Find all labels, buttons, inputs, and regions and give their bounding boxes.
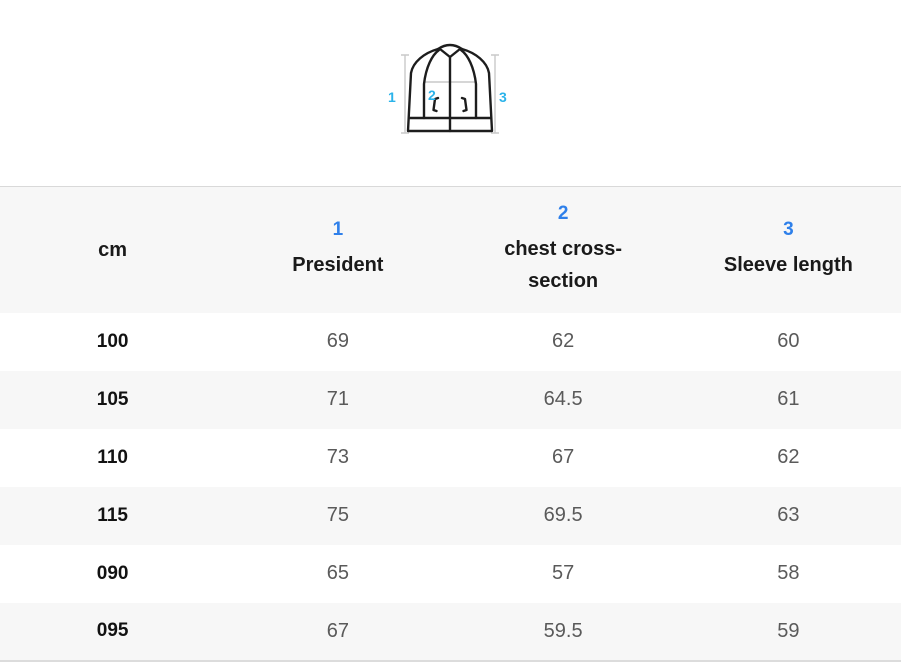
header-president-number: 1 <box>332 219 344 241</box>
size-cell: 100 <box>96 330 129 352</box>
table-row-090: 090 65 57 58 <box>0 544 901 603</box>
value-cell: 75 <box>326 504 349 526</box>
header-chest-cross-section: 2 chest cross-section <box>451 187 676 313</box>
jacket-size-diagram: 1 2 3 <box>388 43 507 134</box>
size-cell: 090 <box>96 562 129 584</box>
value-cell: 62 <box>777 446 800 468</box>
value-cell: 63 <box>777 504 800 526</box>
length-measure-line <box>400 54 409 134</box>
header-president-label: President <box>292 254 384 277</box>
jacket-right-seam <box>459 48 477 120</box>
header-sleeve-number: 3 <box>783 219 794 241</box>
header-president: 1 President <box>225 187 450 313</box>
diagram-label-1: 1 <box>388 89 396 105</box>
size-cell: 095 <box>96 620 129 641</box>
jacket-collar <box>436 43 463 59</box>
value-cell: 57 <box>552 562 575 584</box>
header-chest-label: chest cross-section <box>504 238 623 293</box>
value-cell: 73 <box>326 446 349 468</box>
header-cm-label: cm <box>98 238 128 261</box>
header-sleeve-length: 3 Sleeve length <box>676 187 901 313</box>
diagram-label-3: 3 <box>499 89 507 105</box>
table-row-115: 115 75 69.5 63 <box>0 486 901 545</box>
value-cell: 67 <box>326 619 349 642</box>
header-chest-number: 2 <box>557 203 569 225</box>
header-row: cm 1 President 2 chest cross-section 3 S… <box>0 186 901 313</box>
value-cell: 69 <box>326 330 349 352</box>
jacket-pockets <box>431 96 468 113</box>
size-cell: 115 <box>97 504 128 526</box>
header-cm: cm <box>0 187 225 313</box>
size-cell: 105 <box>96 388 129 410</box>
value-cell: 62 <box>552 330 575 352</box>
value-cell: 58 <box>777 562 800 584</box>
value-cell: 61 <box>777 388 800 410</box>
value-cell: 71 <box>326 388 349 410</box>
size-table: cm 1 President 2 chest cross-section 3 S… <box>0 186 901 662</box>
value-cell: 65 <box>326 562 349 584</box>
header-sleeve-label: Sleeve length <box>723 254 853 277</box>
size-table-header: cm 1 President 2 chest cross-section 3 S… <box>0 186 901 313</box>
sleeve-measure-line <box>490 54 499 134</box>
value-cell: 69.5 <box>543 504 583 526</box>
jacket-icon <box>406 43 493 133</box>
table-row-110: 110 73 67 62 <box>0 428 901 487</box>
table-row-105: 105 71 64.5 61 <box>0 370 901 429</box>
value-cell: 64.5 <box>543 388 583 410</box>
value-cell: 60 <box>777 330 800 352</box>
size-cell: 110 <box>97 446 128 468</box>
table-row-095: 095 67 59.5 59 <box>0 602 901 661</box>
size-table-body: 100 69 62 60 105 71 64.5 61 110 73 67 62… <box>0 312 901 661</box>
value-cell: 59.5 <box>543 619 583 642</box>
size-diagram-section: 1 2 3 <box>0 0 901 186</box>
value-cell: 67 <box>552 446 575 468</box>
jacket-left-seam <box>422 48 440 120</box>
table-row-100: 100 69 62 60 <box>0 312 901 371</box>
value-cell: 59 <box>777 619 800 642</box>
diagram-label-2: 2 <box>428 87 436 103</box>
